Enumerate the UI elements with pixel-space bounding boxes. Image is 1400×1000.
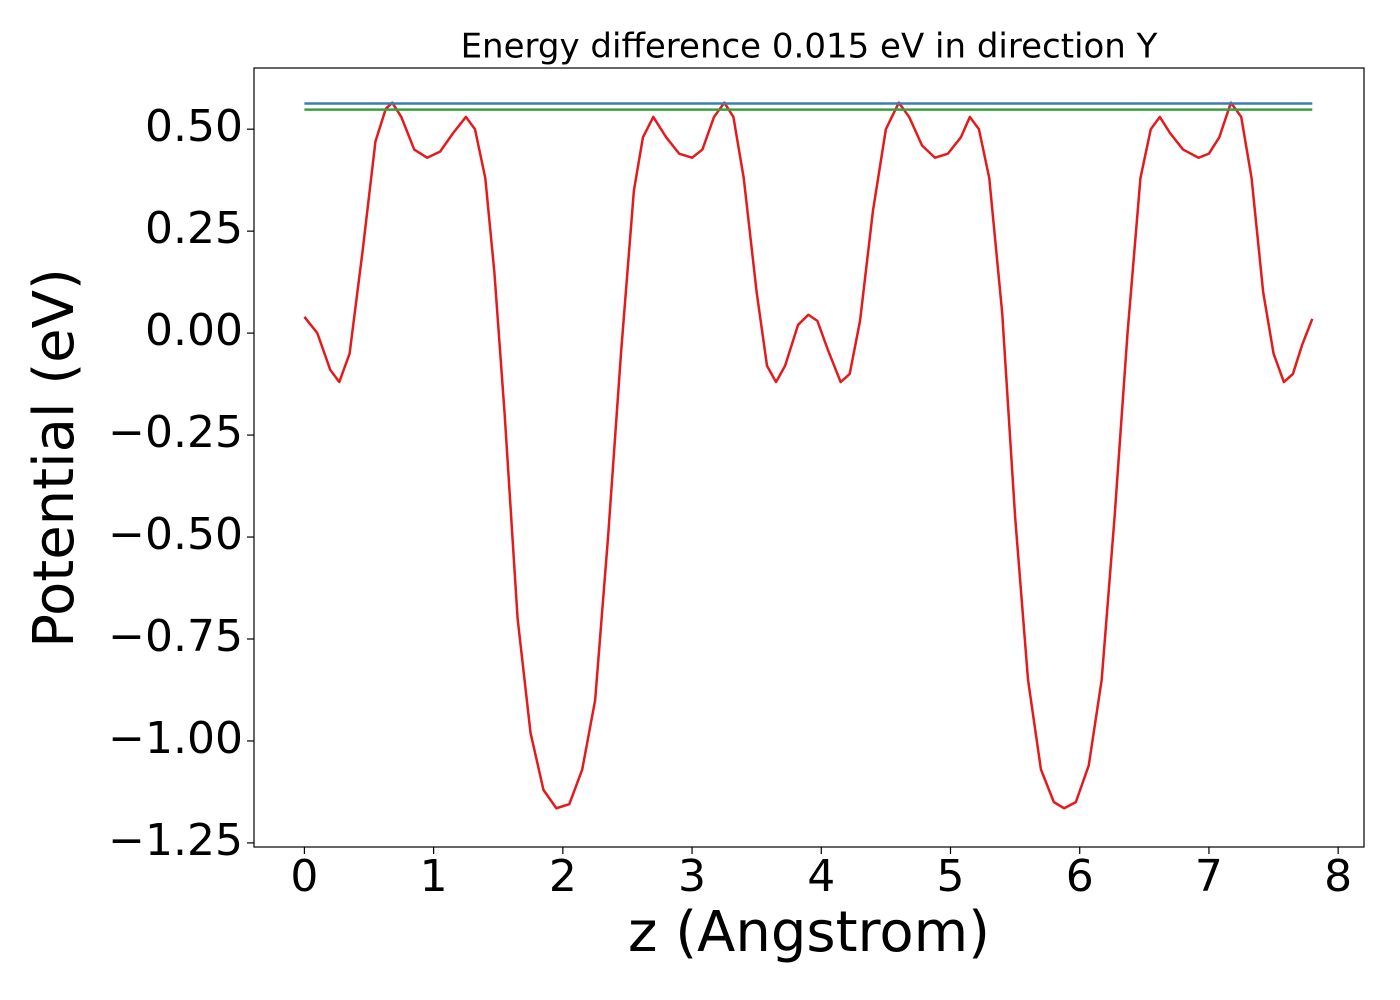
- y-tick-label: −1.00: [108, 713, 243, 764]
- y-tick-label: 0.50: [145, 101, 243, 152]
- x-tick-label: 1: [420, 851, 448, 902]
- plot-frame: [253, 67, 1365, 848]
- x-tick-label: 7: [1195, 851, 1223, 902]
- y-axis-label: Potential (eV): [22, 268, 87, 648]
- x-tick-label: 8: [1324, 851, 1352, 902]
- y-tick-label: 0.00: [145, 305, 243, 356]
- line-series: [303, 101, 1314, 810]
- y-tick-label: −0.75: [108, 611, 243, 662]
- y-tick-label: −1.25: [108, 815, 243, 866]
- x-tick-label: 2: [549, 851, 577, 902]
- x-tick-label: 3: [678, 851, 706, 902]
- x-axis-label: z (Angstrom): [628, 900, 990, 965]
- y-tick-label: −0.50: [108, 509, 243, 560]
- y-tick-label: 0.25: [145, 203, 243, 254]
- chart-title: Energy difference 0.015 eV in direction …: [461, 27, 1158, 67]
- x-tick-label: 0: [290, 851, 318, 902]
- x-tick-label: 6: [1066, 851, 1094, 902]
- x-tick-label: 5: [936, 851, 964, 902]
- x-tick-label: 4: [807, 851, 835, 902]
- y-tick-label: −0.25: [108, 407, 243, 458]
